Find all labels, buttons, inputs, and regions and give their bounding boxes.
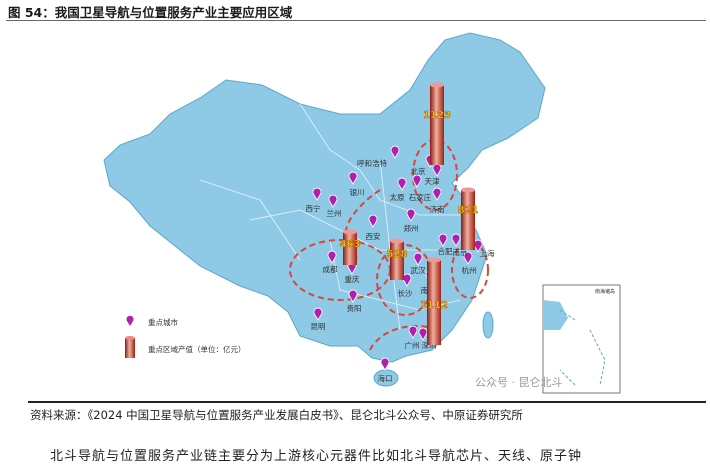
region-value-label: 463 [340, 239, 361, 250]
city-pin-icon [312, 187, 322, 201]
city-pins [312, 145, 483, 371]
region-value-bar: 528 [386, 238, 408, 280]
city-label: 兰州 [327, 208, 342, 218]
city-pin-icon [327, 250, 337, 264]
city-pin-icon [380, 357, 390, 371]
city-label: 天津 [425, 177, 440, 186]
city-label: 广州 [405, 340, 420, 350]
hainan-island [373, 369, 399, 387]
region-value-label: 821 [458, 205, 479, 216]
bottom-divider [28, 401, 706, 403]
city-pin-icon [313, 307, 323, 321]
city-label: 济南 [430, 204, 445, 214]
city-label: 呼和浩特 [357, 158, 387, 168]
legend-bar-icon [125, 338, 135, 358]
city-label: 石家庄 [409, 192, 432, 202]
city-pin-icon [368, 214, 378, 228]
city-pin-icon [418, 327, 428, 341]
region-value-bar: 463 [339, 229, 361, 265]
region-value-label: 1112 [420, 300, 448, 311]
city-pin-icon [348, 289, 358, 303]
city-pin-icon [408, 325, 418, 339]
city-pin-icon [406, 208, 416, 222]
city-label: 西安 [366, 231, 381, 241]
city-pin-icon [348, 171, 358, 185]
city-pin-icon [463, 251, 473, 265]
legend-pin-icon [126, 315, 134, 326]
city-label: 成都 [323, 264, 338, 274]
city-label: 南京 [453, 247, 468, 257]
city-label: 昆明 [311, 322, 326, 331]
city-pin-icon [412, 174, 422, 188]
city-label: 海口 [378, 373, 393, 383]
region-value-label: 528 [387, 249, 408, 260]
city-label: 杭州 [462, 265, 477, 275]
city-label: 重庆 [345, 274, 360, 284]
city-label: 太原 [390, 192, 405, 202]
legend: 重点城市 重点区域产值（单位：亿元） [125, 315, 246, 358]
china-outline [103, 32, 546, 363]
city-label: 武汉 [411, 265, 426, 275]
city-pin-icon [413, 252, 423, 266]
city-pin-icon [451, 233, 461, 247]
legend-city-label: 重点城市 [148, 317, 178, 327]
value-bars: 1123 821 463 528 1112 [339, 82, 479, 345]
title-divider [6, 20, 706, 21]
region-value-bar: 1123 [423, 82, 451, 165]
watermark: 公众号 · 昆仑北斗 [475, 375, 563, 389]
city-label: 北京 [411, 166, 426, 176]
south-china-sea-inset: 南海诸岛 [542, 284, 621, 394]
city-pin-icon [432, 187, 442, 201]
city-label: 郑州 [404, 223, 419, 233]
city-label: 银川 [350, 188, 365, 197]
figure-title: 图 54：我国卫星导航与位置服务产业主要应用区域 [8, 5, 293, 20]
city-label: 上海 [480, 248, 495, 258]
taiwan-island [482, 311, 494, 339]
region-value-bar: 821 [457, 187, 479, 250]
city-label: 长沙 [398, 288, 413, 298]
source-note: 资料来源：《2024 中国卫星导航与位置服务产业发展白皮书》、昆仑北斗公众号、中… [30, 408, 523, 422]
region-value-label: 1123 [423, 110, 451, 121]
inset-label: 南海诸岛 [595, 288, 615, 295]
legend-value-label: 重点区域产值（单位：亿元） [148, 344, 246, 354]
city-pin-icon [438, 233, 448, 247]
city-label: 贵阳 [347, 303, 362, 313]
city-pin-icon [397, 177, 407, 191]
city-label: 合肥 [438, 246, 453, 256]
city-label: 西宁 [306, 203, 321, 213]
city-pin-icon [390, 145, 400, 159]
region-value-bar: 1112 [420, 257, 448, 345]
body-paragraph: 北斗导航与位置服务产业链主要分为上游核心元器件比如北斗导航芯片、天线、原子钟 [50, 449, 583, 464]
city-pin-icon [328, 194, 338, 208]
